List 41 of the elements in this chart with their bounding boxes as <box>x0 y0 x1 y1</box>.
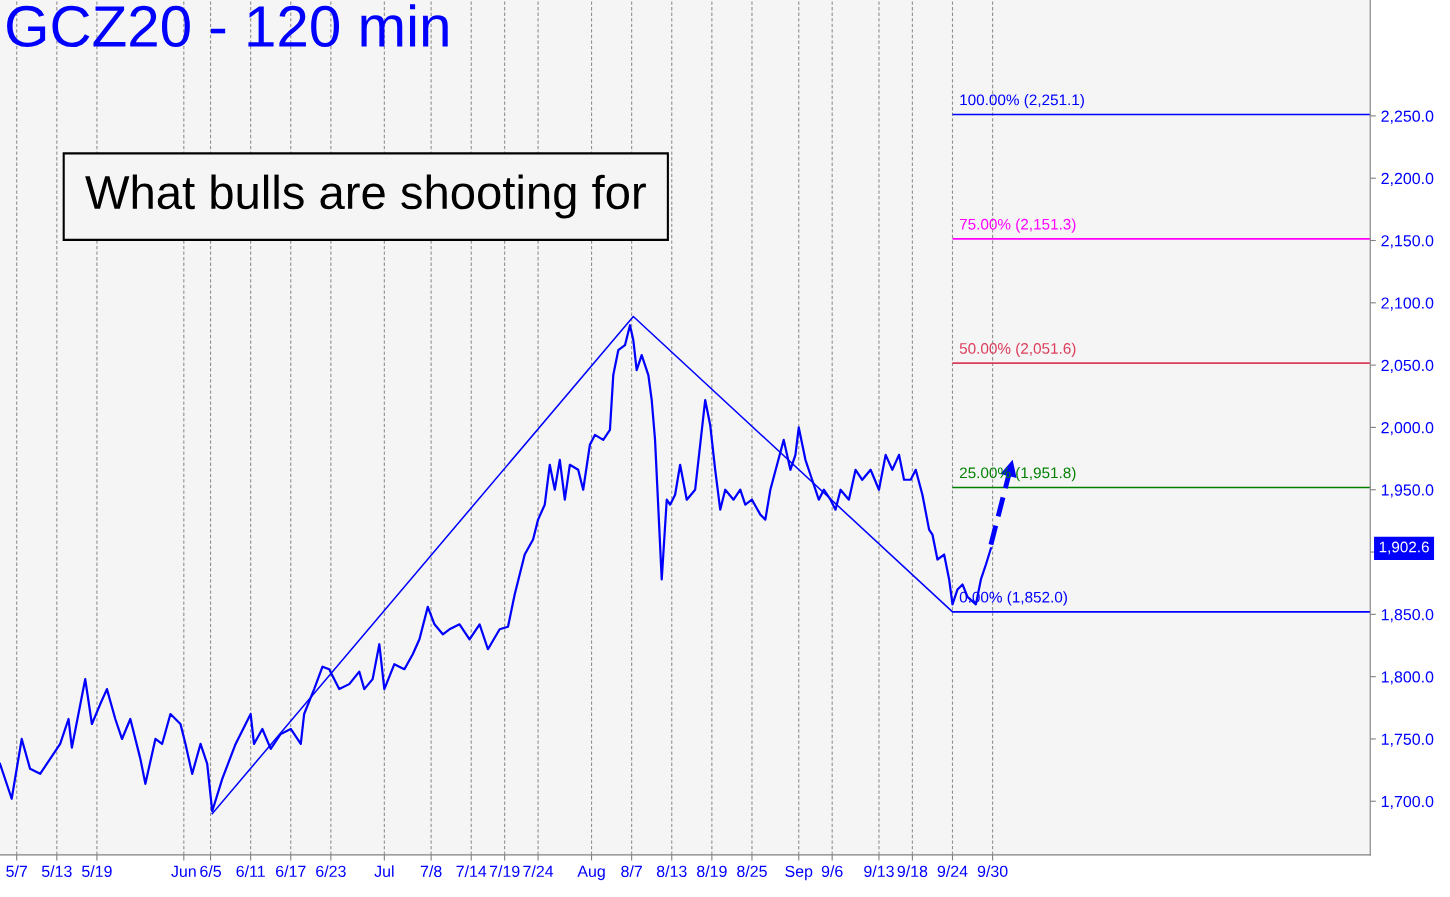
x-tick-label: 8/25 <box>737 865 767 877</box>
y-tick-label: 1,750.0 <box>1381 733 1434 747</box>
y-tick-label: 2,250.0 <box>1381 110 1434 124</box>
y-tick-label: 1,800.0 <box>1381 671 1434 685</box>
x-tick-label: 6/11 <box>236 865 265 877</box>
x-tick-label: 6/5 <box>200 865 221 877</box>
ref-line-label: 100.00% (2,251.1) <box>960 94 1084 109</box>
x-tick-label: 6/17 <box>276 865 306 877</box>
x-tick-label: 6/23 <box>316 865 346 877</box>
text: 1,902.6 <box>1379 541 1429 555</box>
ref-line-label: 50.00% (2,051.6) <box>959 342 1076 357</box>
x-tick-label: 9/30 <box>977 865 1008 877</box>
y-tick-label: 1,700.0 <box>1381 795 1434 810</box>
x-tick-label: 5/13 <box>41 865 72 877</box>
x-tick-label: 9/24 <box>937 865 968 877</box>
x-tick-label: 5/19 <box>82 865 112 877</box>
annotation: What bulls are shooting for <box>85 174 646 219</box>
x-tick-label: 8/19 <box>697 865 727 877</box>
y-tick-label: 2,000.0 <box>1381 422 1434 436</box>
y-tick-label: 2,100.0 <box>1381 297 1434 311</box>
x-tick-label: 7/19 <box>489 865 520 877</box>
ref-line-label: 75.00% (2,151.3) <box>959 218 1076 233</box>
x-tick-label: 9/13 <box>864 865 894 877</box>
x-tick-label: 9/18 <box>897 865 928 877</box>
x-tick-label: Jul <box>374 865 394 877</box>
x-tick-label: 7/24 <box>523 865 554 877</box>
y-tick-label: 1,850.0 <box>1381 608 1434 623</box>
x-tick-label: 7/14 <box>456 865 487 877</box>
x-tick-label: Aug <box>577 865 605 881</box>
x-tick-label: Jun <box>171 865 196 877</box>
y-tick-label: 2,150.0 <box>1381 235 1434 249</box>
chart-title: GCZ20 - 120 min <box>7 4 448 48</box>
x-tick-label: 8/13 <box>656 865 687 877</box>
y-tick-label: 2,050.0 <box>1381 359 1434 373</box>
x-tick-label: Sep <box>785 865 813 881</box>
y-tick-label: 2,200.0 <box>1381 172 1434 187</box>
x-tick-label: 5/7 <box>6 865 28 877</box>
x-tick-label: 7/8 <box>420 865 442 877</box>
x-tick-label: 8/7 <box>621 865 642 877</box>
y-tick-label: 1,950.0 <box>1381 484 1434 498</box>
x-tick-label: 9/6 <box>821 865 843 877</box>
